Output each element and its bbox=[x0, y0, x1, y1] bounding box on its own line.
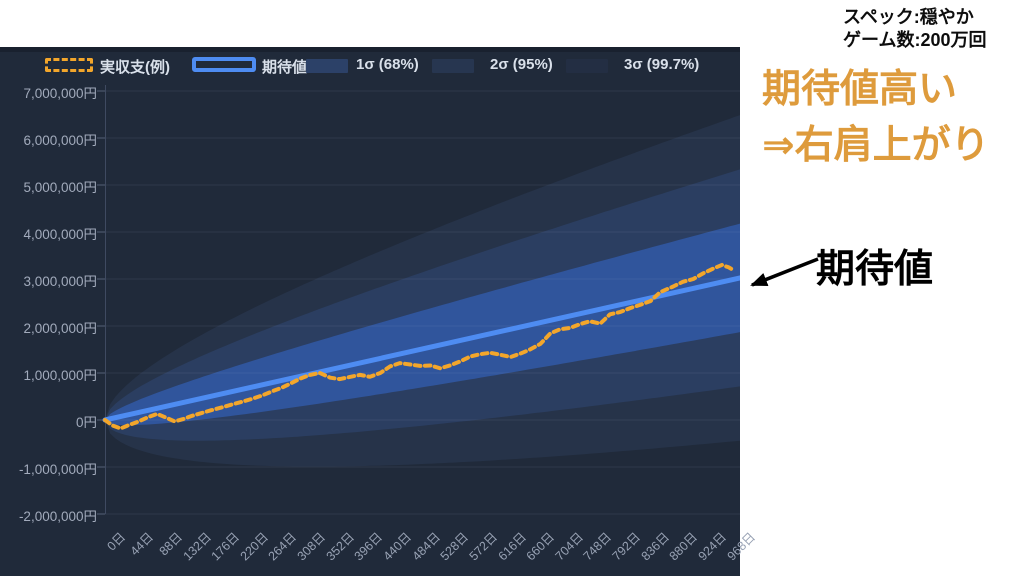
y-tick-label: 0円 bbox=[75, 415, 97, 430]
legend-swatch-3sigma bbox=[566, 59, 608, 73]
chart-legend: 実収支(例) 期待値 1σ (68%) 2σ (95%) 3σ (99.7%) bbox=[0, 47, 740, 81]
panel-top-strip bbox=[0, 47, 740, 52]
actual-result-line bbox=[103, 262, 737, 431]
legend-label-expected: 期待値 bbox=[262, 59, 308, 76]
legend-swatch-2sigma bbox=[432, 59, 474, 73]
y-tick-label: -1,000,000円 bbox=[18, 462, 97, 477]
chart-panel: 実収支(例) 期待値 1σ (68%) 2σ (95%) 3σ (99.7%) … bbox=[0, 47, 758, 576]
arrow-line bbox=[750, 257, 819, 287]
chart-svg bbox=[97, 85, 740, 515]
y-tick-label: 3,000,000円 bbox=[23, 274, 97, 289]
y-tick-label: 6,000,000円 bbox=[23, 133, 97, 148]
band-1sigma bbox=[105, 223, 740, 426]
headline-line-1: 期待値高い bbox=[762, 68, 958, 111]
legend-label-1sigma: 1σ (68%) bbox=[356, 56, 419, 73]
legend-swatch-expected-line bbox=[192, 57, 256, 72]
y-tick-label: 4,000,000円 bbox=[23, 227, 97, 242]
expected-value-arrow bbox=[750, 257, 819, 287]
headline: 期待値高い ⇒右肩上がり bbox=[762, 62, 990, 174]
expected-value-callout-label: 期待値 bbox=[816, 248, 934, 291]
legend-label-2sigma: 2σ (95%) bbox=[490, 56, 553, 73]
legend-swatch-actual-dashed bbox=[45, 58, 93, 72]
expected-value-line bbox=[102, 275, 740, 423]
y-tick-label: -2,000,000円 bbox=[18, 509, 97, 524]
headline-line-2: ⇒右肩上がり bbox=[762, 124, 990, 167]
y-tick-label: 7,000,000円 bbox=[23, 86, 97, 101]
spec-block: スペック:穏やか ゲーム数:200万回 bbox=[843, 6, 987, 52]
legend-label-actual: 実収支(例) bbox=[100, 59, 170, 76]
legend-swatch-1sigma bbox=[306, 59, 348, 73]
spec-line-2: ゲーム数:200万回 bbox=[843, 30, 987, 50]
y-tick-label: 2,000,000円 bbox=[23, 321, 97, 336]
y-tick-label: 5,000,000円 bbox=[23, 180, 97, 195]
y-tick-label: 1,000,000円 bbox=[23, 368, 97, 383]
spec-line-1: スペック:穏やか bbox=[843, 7, 974, 27]
legend-label-3sigma: 3σ (99.7%) bbox=[624, 56, 700, 73]
